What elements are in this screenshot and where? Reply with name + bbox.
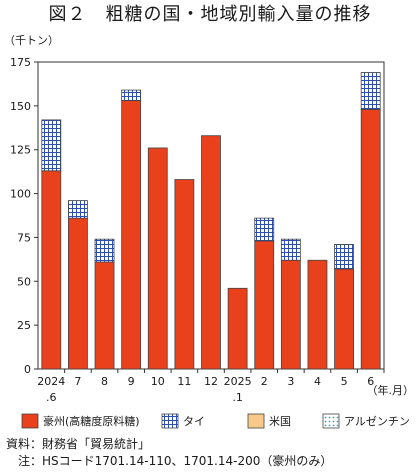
bar-segment-australia [227, 287, 248, 370]
bar-segment-thailand [334, 244, 354, 270]
x-tick-label: 12 [204, 375, 218, 388]
y-tick-label: 0 [24, 363, 31, 376]
bar-segment-australia [121, 100, 142, 370]
y-tick-label: 125 [10, 144, 31, 157]
bar-segment-australia [254, 240, 275, 370]
bar-segment-australia [147, 147, 168, 370]
x-tick-label: 7 [74, 375, 81, 388]
legend-swatch [161, 413, 179, 429]
x-tick-label: 8 [101, 375, 108, 388]
legend-swatch [247, 413, 265, 429]
x-tick-sublabel: .6 [46, 391, 57, 404]
x-tick-label: 5 [341, 375, 348, 388]
bar-segment-australia [307, 259, 328, 370]
x-tick-label: 11 [177, 375, 191, 388]
bar-segment-australia [68, 217, 88, 370]
x-tick-label: 2024 [37, 375, 65, 388]
bar-segment-thailand [94, 238, 115, 263]
source-note: 資料：財務省「貿易統計」 注：HSコード1701.14-110、1701.14-… [6, 436, 332, 470]
bar-segment-australia [201, 135, 221, 370]
bar-segment-australia [334, 268, 354, 370]
y-tick-label: 100 [10, 188, 31, 201]
bar-segment-thailand [280, 238, 301, 261]
bar-segment-thailand [254, 217, 275, 242]
y-tick-label: 50 [17, 275, 31, 288]
bar-segment-australia [280, 259, 301, 370]
chart-title: 図２ 粗糖の国・地域別輸入量の推移 [48, 4, 372, 25]
legend-swatch [322, 413, 340, 429]
legend-label: 豪州(高糖度原料糖) [43, 414, 140, 428]
y-axis-unit-label: （千トン） [4, 34, 59, 47]
legend-label: 米国 [269, 415, 291, 428]
bar-segment-thailand [121, 89, 142, 101]
bar-segment-thailand [41, 119, 62, 172]
note-line: 注：HSコード1701.14-110、1701.14-200（豪州のみ） [6, 454, 333, 468]
x-axis-unit-label: （年.月） [367, 383, 415, 397]
bar-segment-thailand [360, 72, 381, 110]
x-tick-label: 2025 [224, 375, 252, 388]
legend-swatch [21, 413, 39, 429]
bar-segment-australia [94, 261, 115, 370]
x-tick-label: 3 [287, 375, 294, 388]
legend-label: タイ [183, 415, 205, 428]
x-tick-label: 10 [151, 375, 165, 388]
y-tick-label: 175 [10, 56, 31, 69]
x-tick-label: 2 [261, 375, 268, 388]
source-line: 資料：財務省「貿易統計」 [6, 437, 151, 451]
x-tick-sublabel: .1 [232, 391, 243, 404]
legend-label: アルゼンチン [344, 415, 410, 428]
bar-segment-thailand [68, 200, 88, 219]
x-tick-label: 6 [367, 375, 374, 388]
x-tick-label: 9 [128, 375, 135, 388]
y-tick-label: 75 [17, 231, 31, 244]
bar-segment-australia [174, 179, 195, 370]
bar-segment-australia [360, 108, 381, 370]
y-tick-label: 150 [10, 100, 31, 113]
y-tick-label: 25 [17, 319, 31, 332]
bar-segment-australia [41, 170, 62, 370]
x-tick-label: 4 [314, 375, 321, 388]
